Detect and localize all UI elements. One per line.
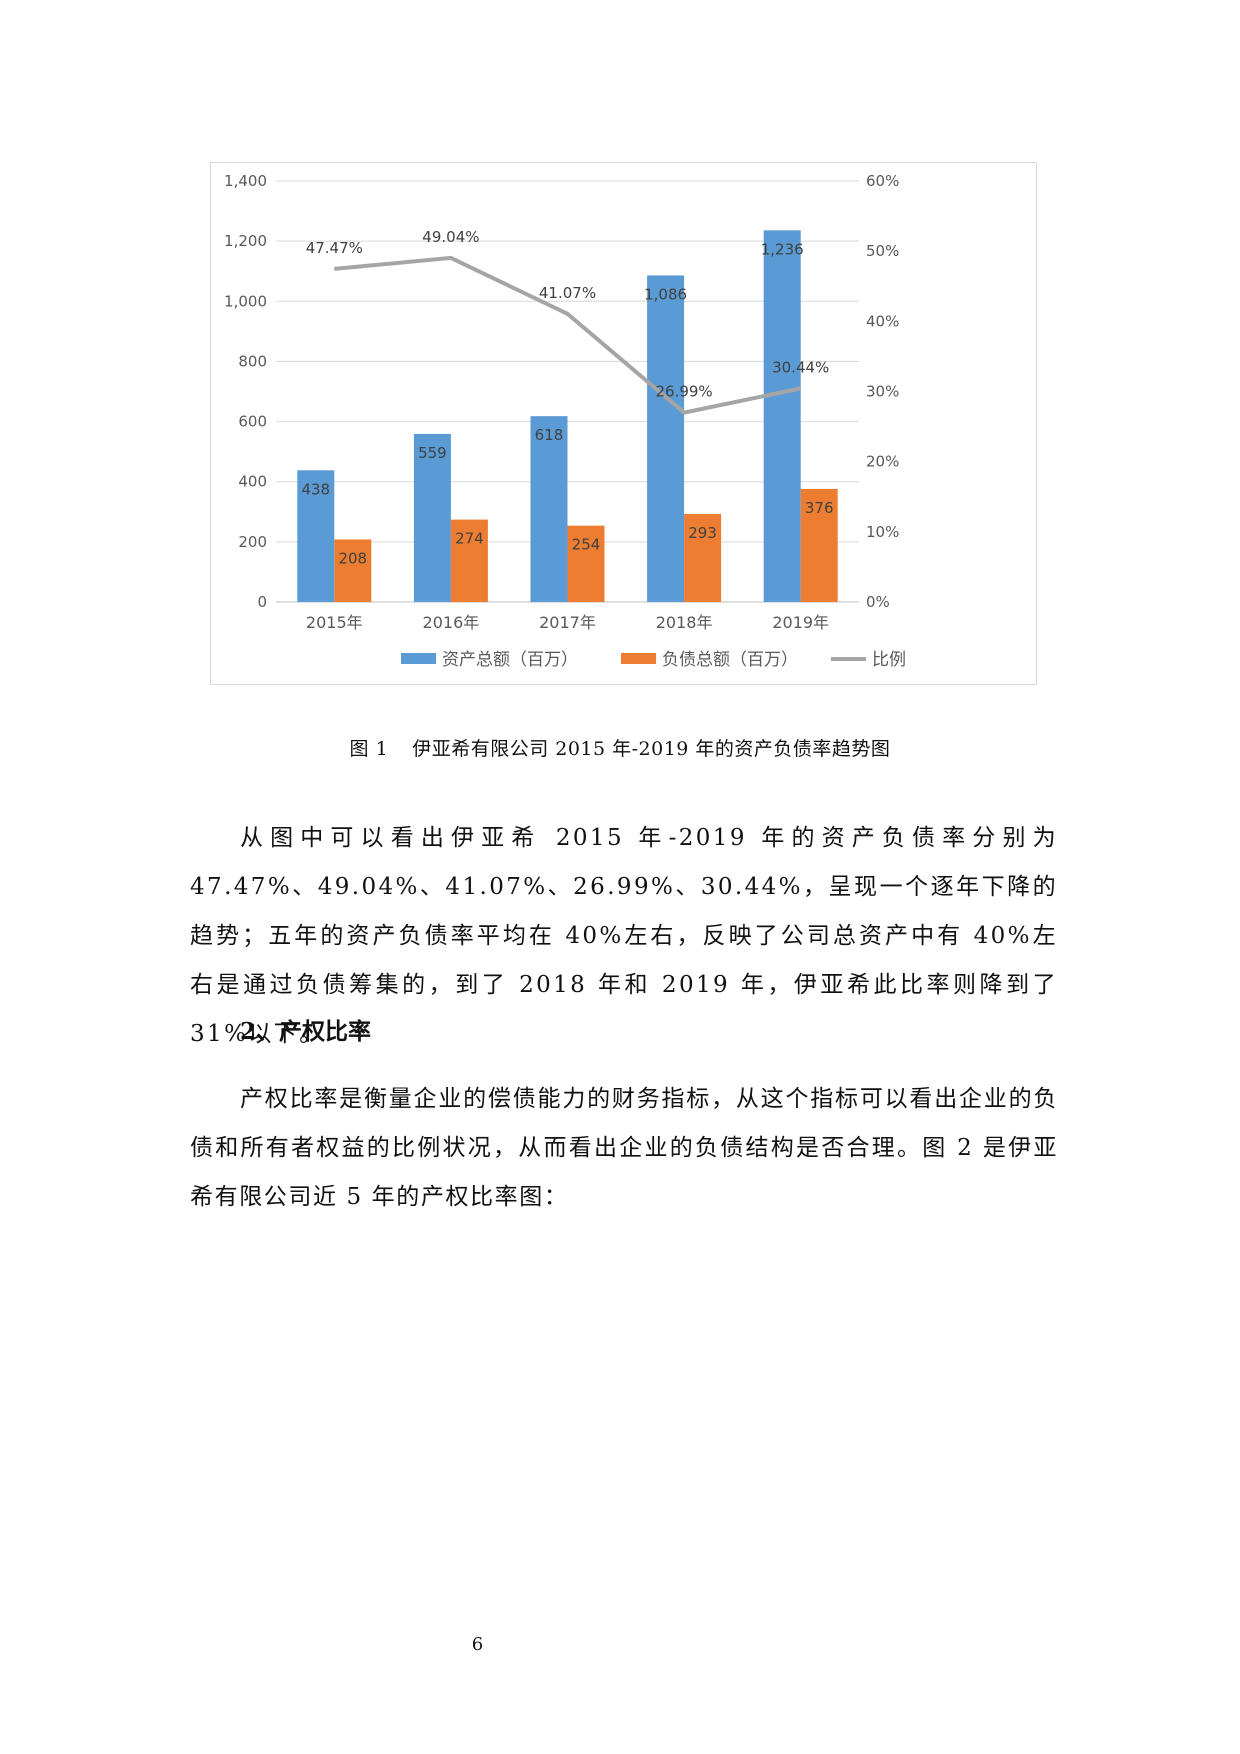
paragraph-equity-ratio: 产权比率是衡量企业的偿债能力的财务指标，从这个指标可以看出企业的负债和所有者权益… — [190, 1086, 1058, 1210]
y-right-tick-label: 10% — [866, 523, 899, 541]
section-heading: 2、产权比率 — [240, 1018, 372, 1045]
y-right-tick-label: 30% — [866, 383, 899, 401]
page-number: 6 — [471, 1634, 484, 1655]
y-left-tick-label: 0 — [257, 593, 267, 611]
legend-swatch-0 — [401, 653, 436, 664]
y-left-tick-label: 600 — [238, 413, 267, 431]
legend-label: 比例 — [872, 650, 906, 670]
figure-title: 伊亚希有限公司 2015 年-2019 年的资产负债率趋势图 — [412, 738, 891, 760]
bar-liabilities — [334, 539, 372, 602]
y-left-tick-label: 200 — [238, 533, 267, 551]
bar-assets — [647, 275, 685, 602]
x-tick-label: 2016年 — [423, 613, 480, 632]
line-data-label: 41.07% — [539, 284, 596, 302]
line-data-label: 30.44% — [772, 358, 829, 376]
bar-data-label: 274 — [455, 530, 484, 548]
bar-data-label: 208 — [338, 549, 367, 567]
figure-caption: 图 1 伊亚希有限公司 2015 年-2019 年的资产负债率趋势图 — [0, 734, 1240, 764]
line-data-label: 49.04% — [422, 228, 479, 246]
legend-label: 负债总额（百万） — [662, 650, 798, 670]
bar-data-label: 1,236 — [761, 240, 804, 258]
bar-assets — [530, 416, 568, 602]
y-right-tick-label: 20% — [866, 453, 899, 471]
figure-number: 图 1 — [349, 738, 389, 760]
y-left-tick-label: 1,000 — [224, 292, 267, 310]
y-left-tick-label: 1,200 — [224, 232, 267, 250]
ratio-line — [334, 255, 802, 415]
legend-label: 资产总额（百万） — [442, 650, 578, 670]
y-right-tick-label: 0% — [866, 593, 890, 611]
chart-frame: 0 200 400 600 800 1,000 1,200 1,400 0% 10% 20% 30% 4… — [210, 162, 1037, 685]
x-tick-label: 2018年 — [656, 613, 713, 632]
bar-data-label: 559 — [418, 444, 447, 462]
bar-data-label: 254 — [572, 536, 601, 554]
combo-chart: 0 200 400 600 800 1,000 1,200 1,400 0% 10% 20% 30% 4… — [224, 172, 906, 670]
bar-liabilities — [800, 488, 838, 602]
bar-assets — [413, 433, 451, 602]
y-right-tick-label: 50% — [866, 242, 899, 260]
bar-data-label: 293 — [688, 524, 717, 542]
y-left-tick-label: 400 — [238, 473, 267, 491]
line-data-label: 26.99% — [655, 383, 712, 401]
bar-data-label: 618 — [535, 426, 564, 444]
legend-swatch-1 — [621, 653, 656, 664]
x-tick-label: 2017年 — [539, 613, 596, 632]
bar-data-label: 438 — [301, 480, 330, 498]
bar-assets — [297, 470, 335, 602]
y-left-tick-label: 1,400 — [224, 172, 267, 190]
y-left-tick-label: 800 — [238, 352, 267, 370]
bar-data-label: 376 — [805, 499, 834, 517]
bar-assets — [763, 230, 801, 602]
y-right-tick-label: 60% — [866, 172, 899, 190]
bar-liabilities — [567, 525, 605, 602]
x-tick-label: 2019年 — [772, 613, 829, 632]
paragraph-analysis: 从图中可以看出伊亚希 2015 年-2019 年的资产负债率分别为 47.47%… — [190, 825, 1058, 1047]
bar-liabilities — [450, 519, 488, 602]
x-tick-label: 2015年 — [306, 613, 363, 632]
line-data-label: 47.47% — [306, 239, 363, 257]
bar-data-label: 1,086 — [644, 285, 687, 303]
y-right-tick-label: 40% — [866, 312, 899, 330]
bar-liabilities — [684, 513, 722, 602]
